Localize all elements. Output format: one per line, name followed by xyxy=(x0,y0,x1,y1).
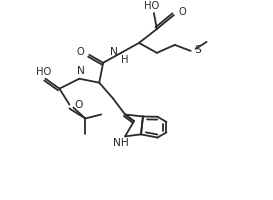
Text: O: O xyxy=(74,100,83,110)
Text: O: O xyxy=(76,47,84,57)
Text: NH: NH xyxy=(113,138,129,148)
Text: HO: HO xyxy=(36,67,51,77)
Text: N: N xyxy=(110,47,118,57)
Text: O: O xyxy=(179,7,186,17)
Text: HO: HO xyxy=(144,1,159,11)
Text: N: N xyxy=(77,66,85,76)
Text: H: H xyxy=(121,55,129,65)
Text: S: S xyxy=(195,45,201,55)
